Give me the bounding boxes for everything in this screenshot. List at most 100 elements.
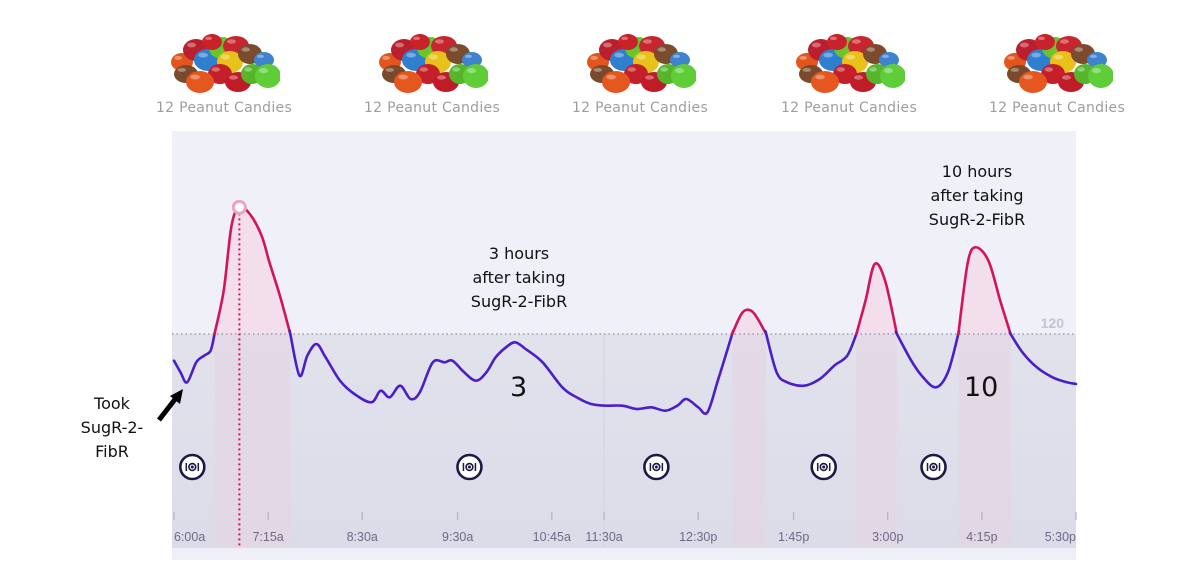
candy-pile-icon — [1004, 34, 1113, 93]
candy-shine — [385, 67, 394, 72]
candy-pile-icon — [587, 34, 696, 93]
candy-item-1: 12 Peanut Candies — [144, 18, 304, 126]
candy-shine — [614, 52, 624, 58]
candy-piece — [394, 71, 422, 93]
candy-shine — [434, 39, 444, 44]
candy-shine — [657, 47, 666, 52]
x-tick-label: 12:30p — [679, 530, 717, 544]
chart-panel-footer — [172, 548, 1076, 560]
candy-piece — [1087, 52, 1107, 68]
candy-shine — [1010, 67, 1019, 72]
candy-shine — [845, 54, 855, 60]
candy-shine — [627, 67, 636, 72]
three-label: 3 — [510, 372, 528, 403]
curve-segment-in-range — [288, 329, 735, 416]
x-tick-label: 7:15a — [252, 530, 283, 544]
meal-icon[interactable] — [920, 453, 947, 481]
ten-hours-annotation: 10 hours after taking SugR-2-FibR — [928, 162, 1026, 229]
curve-segment-above-range — [730, 308, 768, 336]
candy-shine — [1019, 42, 1029, 48]
meal-icon[interactable] — [179, 453, 206, 481]
above-range-column — [732, 334, 767, 548]
candy-shine — [882, 54, 889, 59]
x-tick-label: 9:30a — [442, 530, 473, 544]
candy-shine — [851, 39, 861, 44]
candy-piece — [602, 71, 630, 93]
candy-item-3: 12 Peanut Candies — [560, 18, 720, 126]
candy-piece — [463, 64, 488, 88]
candy-shine — [673, 54, 680, 59]
candy-shine — [1061, 75, 1071, 80]
above-range-area — [958, 247, 1011, 334]
candy-shine — [1091, 67, 1101, 74]
candy-shine — [830, 36, 837, 41]
candy-shine — [1090, 54, 1097, 59]
candy-shine — [198, 52, 208, 58]
candy-item-2: 12 Peanut Candies — [352, 18, 512, 126]
candy-shine — [674, 67, 684, 74]
meal-icon[interactable] — [456, 453, 483, 481]
candy-shine — [466, 67, 476, 74]
candy-piece — [462, 52, 482, 68]
candy-shine — [866, 47, 875, 52]
x-tick-label: 3:00p — [872, 530, 903, 544]
candy-piece — [410, 34, 430, 50]
candy-piece — [670, 52, 690, 68]
candy-piece — [202, 34, 222, 50]
candy-shine — [642, 39, 652, 44]
x-tick-label: 6:00a — [174, 530, 205, 544]
candy-shine — [853, 75, 863, 80]
above-range-highlights — [214, 206, 1011, 548]
candy-piece — [1035, 34, 1055, 50]
candy-shine — [186, 42, 196, 48]
candy-shine — [258, 67, 268, 74]
candy-piece — [255, 64, 280, 88]
candy-shine — [1074, 47, 1083, 52]
candy-shine — [413, 36, 420, 41]
chart-panel-upper — [172, 131, 1076, 334]
candy-shine — [220, 54, 230, 60]
candy-shine — [799, 55, 807, 60]
curve-segment-above-range — [213, 205, 292, 336]
candy-shine — [382, 55, 390, 60]
arrow-icon — [157, 389, 183, 422]
candy-shine — [449, 47, 458, 52]
meal-icon[interactable] — [643, 453, 670, 481]
threshold-label: 120 — [1041, 315, 1065, 331]
candy-piece — [1019, 71, 1047, 93]
meal-icon[interactable] — [810, 453, 838, 481]
candy-shine — [452, 67, 460, 72]
candy-shine — [465, 54, 472, 59]
glucose-curve — [172, 205, 1078, 416]
candy-shine — [636, 54, 646, 60]
x-tick-label: 5:30p — [1045, 530, 1076, 544]
peak-marker[interactable] — [231, 199, 247, 215]
curve-segment-in-range — [764, 329, 859, 388]
candy-shine — [606, 74, 616, 80]
candy-shine — [244, 67, 252, 72]
x-tick-label: 4:15p — [966, 530, 997, 544]
candy-shine — [883, 67, 893, 74]
candy-shine — [1023, 74, 1033, 80]
candy-shine — [419, 67, 428, 72]
candy-item-4: 12 Peanut Candies — [769, 18, 929, 126]
candy-shine — [190, 74, 200, 80]
curve-segment-above-range — [957, 246, 1012, 336]
above-range-column — [856, 334, 897, 548]
took-annotation: Took SugR-2- FibR — [80, 394, 144, 461]
candy-shine — [228, 75, 238, 80]
curve-segment-in-range — [894, 329, 961, 389]
x-axis: 6:00a 7:15a 8:30a 9:30a 10:45a 11:30a 12:30p 1:… — [173, 512, 1077, 544]
candy-shine — [815, 74, 825, 80]
candy-shine — [428, 54, 438, 60]
candy-shine — [823, 52, 833, 58]
candy-shine — [1077, 67, 1085, 72]
candy-piece — [1088, 64, 1113, 88]
curve-segment-in-range — [1008, 331, 1078, 386]
candy-shine — [241, 47, 250, 52]
candy-piece — [879, 52, 899, 68]
meal-events — [179, 453, 947, 481]
curve-segment-above-range — [855, 261, 899, 336]
candy-shine — [644, 75, 654, 80]
